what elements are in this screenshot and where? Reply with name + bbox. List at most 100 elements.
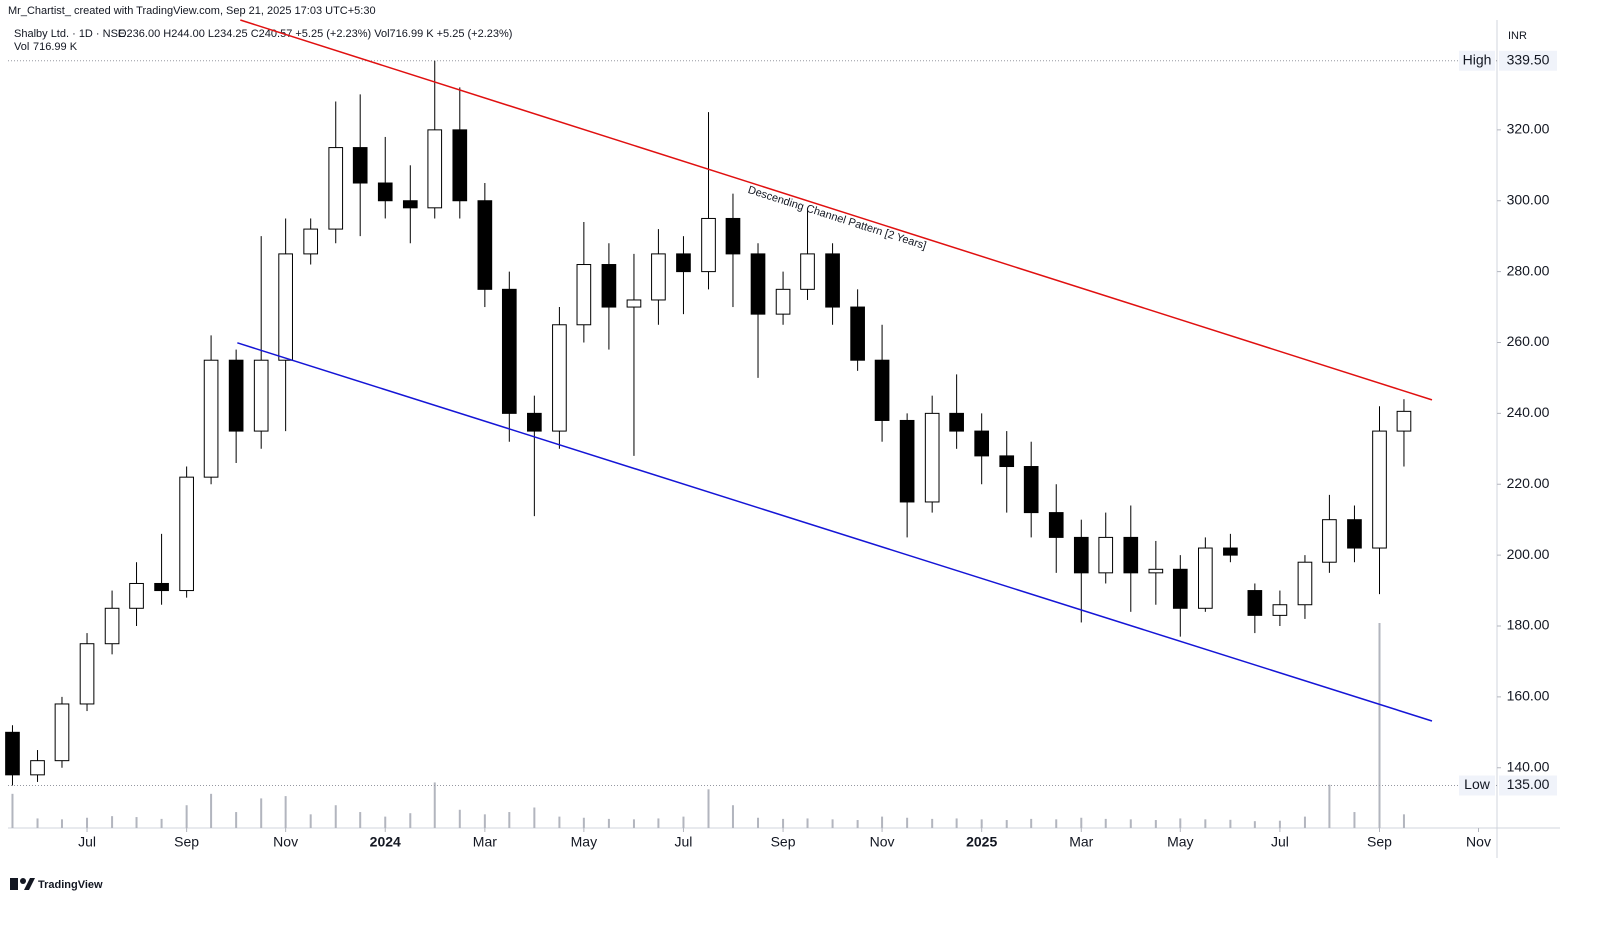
candle-body: [725, 217, 741, 255]
candle-body: [501, 288, 517, 414]
volume-bar: [384, 816, 387, 828]
x-tick-label: Nov: [870, 834, 895, 850]
candle-body: [1048, 512, 1064, 538]
logo-shape: [20, 878, 26, 884]
volume-bar: [1154, 820, 1157, 828]
x-tick-label: Sep: [1367, 834, 1392, 850]
volume-bar: [558, 816, 561, 828]
volume-bar: [1129, 819, 1132, 828]
candle-body: [750, 253, 766, 315]
extreme-value: 135.00: [1507, 776, 1550, 792]
volume-bar: [1253, 821, 1256, 828]
candle-body: [676, 253, 691, 273]
volume-bar: [260, 798, 263, 828]
candle-body: [775, 288, 791, 315]
volume-bar: [782, 818, 785, 828]
candle-body: [1172, 568, 1188, 609]
candle-body: [527, 412, 542, 432]
x-tick-label: Sep: [174, 834, 199, 850]
x-tick-label: 2025: [966, 834, 997, 850]
volume-bar: [483, 814, 486, 828]
volume-bar: [235, 812, 238, 828]
candle-body: [79, 643, 95, 705]
candle-body: [179, 476, 194, 592]
y-tick-label: 160.00: [1507, 688, 1550, 704]
candle-body: [651, 253, 666, 301]
candle-body: [601, 264, 617, 308]
candle-body: [1247, 590, 1263, 616]
candle-body: [576, 264, 592, 326]
volume-bar: [1402, 814, 1405, 828]
y-tick-label: 280.00: [1507, 262, 1550, 278]
volume-bar: [757, 817, 760, 828]
candle-body: [850, 306, 865, 361]
candle-body: [303, 228, 319, 255]
candle-body: [874, 359, 890, 421]
candle-body: [427, 129, 443, 209]
candle-body: [278, 253, 293, 361]
volume-bar: [731, 805, 734, 828]
x-tick-label: Nov: [273, 834, 298, 850]
volume-bar: [11, 793, 14, 828]
volume-bar: [1030, 818, 1033, 828]
candle-body: [999, 455, 1015, 468]
candle-body: [5, 731, 20, 776]
volume-bar: [309, 814, 312, 828]
volume-bar: [1080, 817, 1083, 828]
candle-body: [1347, 519, 1362, 549]
volume-bar: [1278, 820, 1281, 828]
candle-body: [626, 299, 642, 308]
candle-body: [328, 147, 344, 230]
volume-bar: [607, 818, 610, 828]
volume-bar: [856, 820, 859, 828]
volume-bar: [508, 812, 511, 828]
symbol: Shalby Ltd. · 1D · NSE: [14, 28, 125, 40]
x-tick-label: Nov: [1466, 834, 1491, 850]
candle-body: [1098, 536, 1114, 574]
x-tick-label: Jul: [78, 834, 96, 850]
volume-bar: [433, 782, 436, 828]
volume-bar: [359, 812, 362, 828]
volume-bar: [806, 818, 809, 828]
volume-bar: [1005, 820, 1008, 828]
extreme-value-bg: [1499, 775, 1557, 796]
candle-body: [129, 582, 144, 609]
extreme-label: Low: [1464, 776, 1491, 792]
x-tick-label: Jul: [1271, 834, 1289, 850]
volume-bar: [1353, 812, 1356, 828]
volume-bar: [60, 819, 63, 828]
brand: TradingView: [38, 879, 103, 891]
volume-bar: [160, 818, 163, 828]
candle-body: [452, 129, 468, 202]
volume-bar: [86, 817, 89, 828]
extreme-value-bg: [1499, 50, 1557, 71]
candle-body: [477, 200, 493, 290]
volume-bar: [1229, 819, 1232, 828]
candle-body: [552, 324, 567, 432]
volume-bar: [1055, 819, 1058, 828]
candle-body: [1148, 568, 1164, 574]
x-tick-label: Mar: [473, 834, 497, 850]
logo-shape: [10, 878, 18, 890]
y-tick-label: 300.00: [1507, 191, 1550, 207]
trendline: [240, 19, 1433, 401]
volume-bar: [185, 805, 188, 828]
trendline: [237, 342, 1433, 722]
candle-body: [949, 412, 964, 432]
y-tick-label: 320.00: [1507, 121, 1550, 137]
candle-body: [253, 359, 269, 432]
extreme-value: 339.50: [1507, 51, 1550, 67]
y-tick-label: 240.00: [1507, 404, 1550, 420]
candle-body: [30, 760, 45, 776]
x-tick-label: May: [571, 834, 597, 850]
candle-body: [1272, 604, 1288, 616]
volume-bar: [682, 816, 685, 828]
candle-body: [228, 359, 244, 432]
volume-bar: [135, 817, 138, 828]
candle-body: [800, 253, 815, 290]
candle-body: [701, 217, 716, 273]
candle-body: [154, 582, 169, 592]
candle-body: [1396, 410, 1412, 432]
volume-bar: [210, 793, 213, 828]
